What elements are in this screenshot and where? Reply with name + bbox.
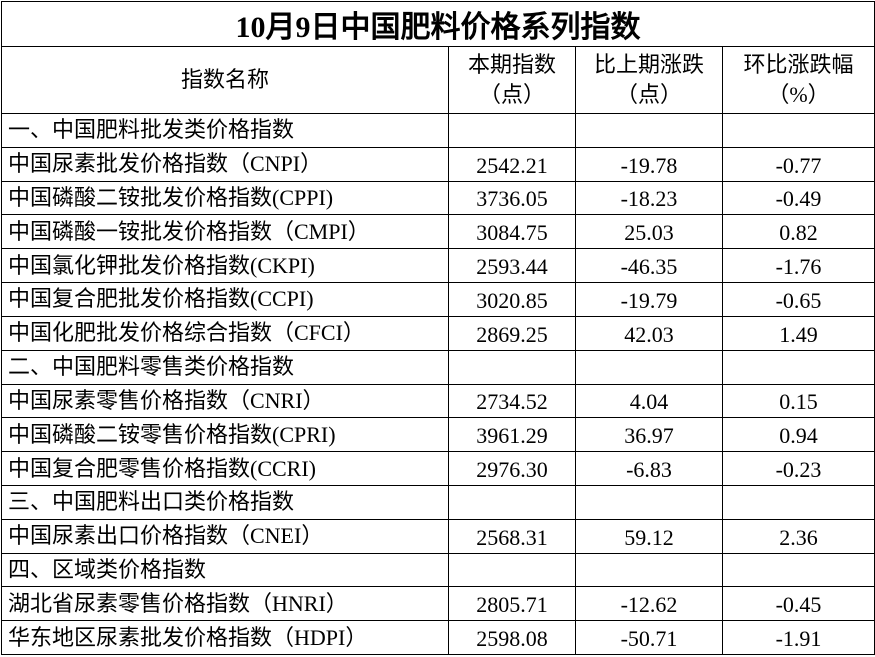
index-value: 2976.30	[448, 451, 576, 486]
index-value: -19.79	[575, 282, 723, 317]
header-text: 环比涨跌幅	[743, 52, 854, 77]
header-cell: 环比涨跌幅 （%）	[722, 46, 875, 114]
header-text: （点）	[478, 82, 545, 107]
index-name: 中国尿素批发价格指数（CNPI）	[1, 146, 449, 182]
header-text: （点）	[615, 82, 682, 107]
index-name: 中国磷酸二铵批发价格指数(CPPI)	[1, 180, 449, 216]
index-value: -0.23	[722, 451, 875, 486]
index-name: 中国尿素出口价格指数（CNEI）	[1, 518, 449, 554]
index-name: 中国氯化钾批发价格指数(CKPI)	[1, 248, 449, 284]
data-row: 中国化肥批发价格综合指数（CFCI） 2869.25 42.03 1.49	[1, 315, 875, 351]
index-value: 3736.05	[448, 180, 576, 216]
index-value: 42.03	[575, 315, 723, 351]
header-text: 指数名称	[180, 67, 269, 92]
index-value: 4.04	[575, 383, 723, 419]
header-text: 比上期涨跌	[593, 52, 704, 77]
index-value: 2568.31	[448, 518, 576, 554]
index-value: 25.03	[575, 214, 723, 250]
empty-cell	[722, 552, 875, 588]
index-value: -0.65	[722, 282, 875, 317]
index-value: 0.94	[722, 417, 875, 453]
index-value: 2734.52	[448, 383, 576, 419]
table-title: 10月9日中国肥料价格系列指数	[1, 1, 875, 47]
empty-cell	[448, 484, 576, 520]
index-name: 湖北省尿素零售价格指数（HNRI）	[1, 586, 449, 622]
header-text: （%）	[767, 82, 830, 107]
empty-cell	[575, 552, 723, 588]
header-row: 指数名称 本期指数 （点） 比上期涨跌 （点） 环比涨跌幅 （%）	[1, 46, 875, 114]
data-row: 中国磷酸二铵批发价格指数(CPPI) 3736.05 -18.23 -0.49	[1, 180, 875, 216]
index-value: -1.76	[722, 248, 875, 284]
data-row: 中国尿素零售价格指数（CNRI） 2734.52 4.04 0.15	[1, 383, 875, 419]
index-value: 2542.21	[448, 146, 576, 182]
data-row: 中国复合肥零售价格指数(CCRI) 2976.30 -6.83 -0.23	[1, 451, 875, 486]
index-value: 1.49	[722, 315, 875, 351]
index-value: -0.49	[722, 180, 875, 216]
index-value: 0.82	[722, 214, 875, 250]
section-title: 二、中国肥料零售类价格指数	[1, 349, 449, 385]
section-row: 四、区域类价格指数	[1, 552, 875, 588]
data-row: 中国尿素出口价格指数（CNEI） 2568.31 59.12 2.36	[1, 518, 875, 554]
index-value: -6.83	[575, 451, 723, 486]
index-name: 中国磷酸二铵零售价格指数(CPRI)	[1, 417, 449, 453]
index-value: 2.36	[722, 518, 875, 554]
index-name: 华东地区尿素批发价格指数（HDPI）	[1, 620, 449, 655]
index-value: 3020.85	[448, 282, 576, 317]
empty-cell	[722, 484, 875, 520]
index-value: -1.91	[722, 620, 875, 655]
index-name: 中国磷酸一铵批发价格指数（CMPI）	[1, 214, 449, 250]
index-value: -0.45	[722, 586, 875, 622]
data-row: 中国尿素批发价格指数（CNPI） 2542.21 -19.78 -0.77	[1, 146, 875, 182]
index-value: -46.35	[575, 248, 723, 284]
index-name: 中国复合肥批发价格指数(CCPI)	[1, 282, 449, 317]
index-value: 59.12	[575, 518, 723, 554]
header-cell: 指数名称	[1, 46, 449, 114]
index-value: 2598.08	[448, 620, 576, 655]
index-value: 0.15	[722, 383, 875, 419]
empty-cell	[448, 113, 576, 148]
empty-cell	[575, 484, 723, 520]
empty-cell	[575, 349, 723, 385]
index-value: 36.97	[575, 417, 723, 453]
header-cell: 比上期涨跌 （点）	[575, 46, 723, 114]
index-value: 2805.71	[448, 586, 576, 622]
index-value: 2869.25	[448, 315, 576, 351]
index-name: 中国复合肥零售价格指数(CCRI)	[1, 451, 449, 486]
data-row: 中国磷酸一铵批发价格指数（CMPI） 3084.75 25.03 0.82	[1, 214, 875, 250]
index-value: -50.71	[575, 620, 723, 655]
data-row: 中国复合肥批发价格指数(CCPI) 3020.85 -19.79 -0.65	[1, 282, 875, 317]
title-row: 10月9日中国肥料价格系列指数	[1, 1, 875, 47]
index-value: -18.23	[575, 180, 723, 216]
header-cell: 本期指数 （点）	[448, 46, 576, 114]
index-value: -19.78	[575, 146, 723, 182]
empty-cell	[448, 349, 576, 385]
section-row: 三、中国肥料出口类价格指数	[1, 484, 875, 520]
empty-cell	[575, 113, 723, 148]
data-row: 中国氯化钾批发价格指数(CKPI) 2593.44 -46.35 -1.76	[1, 248, 875, 284]
index-value: -0.77	[722, 146, 875, 182]
empty-cell	[448, 552, 576, 588]
header-text: 本期指数	[467, 52, 556, 77]
index-name: 中国尿素零售价格指数（CNRI）	[1, 383, 449, 419]
index-name: 中国化肥批发价格综合指数（CFCI）	[1, 315, 449, 351]
section-title: 三、中国肥料出口类价格指数	[1, 484, 449, 520]
data-row: 中国磷酸二铵零售价格指数(CPRI) 3961.29 36.97 0.94	[1, 417, 875, 453]
section-title: 四、区域类价格指数	[1, 552, 449, 588]
index-value: 2593.44	[448, 248, 576, 284]
table-body: 一、中国肥料批发类价格指数 中国尿素批发价格指数（CNPI） 2542.21 -19.…	[1, 113, 875, 655]
empty-cell	[722, 113, 875, 148]
data-row: 湖北省尿素零售价格指数（HNRI） 2805.71 -12.62 -0.45	[1, 586, 875, 622]
empty-cell	[722, 349, 875, 385]
data-row: 华东地区尿素批发价格指数（HDPI） 2598.08 -50.71 -1.91	[1, 620, 875, 655]
index-value: 3084.75	[448, 214, 576, 250]
index-value: -12.62	[575, 586, 723, 622]
section-title: 一、中国肥料批发类价格指数	[1, 113, 449, 148]
section-row: 二、中国肥料零售类价格指数	[1, 349, 875, 385]
section-row: 一、中国肥料批发类价格指数	[1, 113, 875, 148]
index-value: 3961.29	[448, 417, 576, 453]
